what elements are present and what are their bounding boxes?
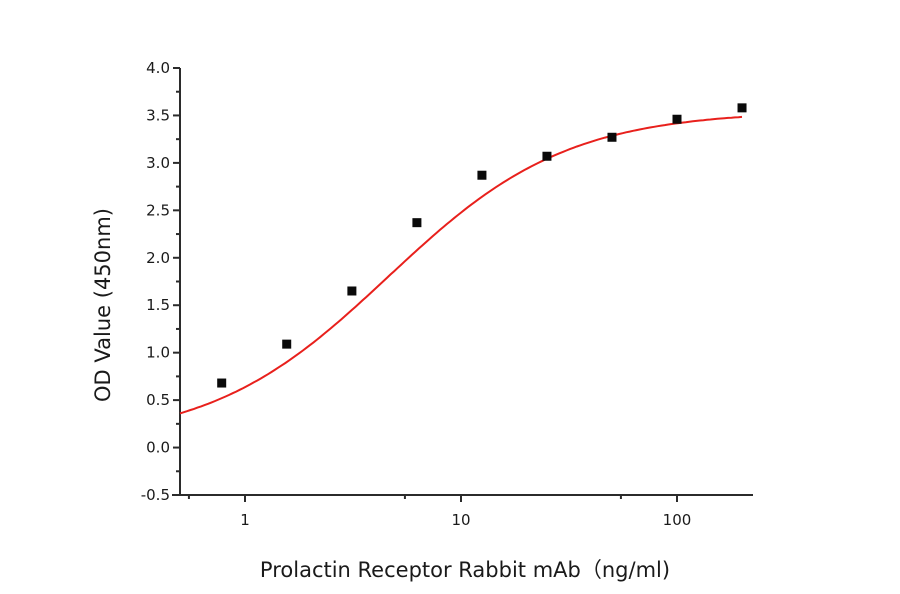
fit-curve [179, 115, 743, 415]
fit-curve-line [179, 115, 743, 415]
x-tick-label: 100 [663, 511, 692, 529]
y-tick-label: 2.0 [146, 249, 170, 267]
y-tick-label: 3.5 [146, 106, 170, 124]
y-tick-label: -0.5 [141, 486, 170, 504]
data-points [217, 103, 747, 388]
data-point-square-marker [217, 378, 227, 388]
axes [172, 68, 753, 496]
y-tick-label: 4.0 [146, 59, 170, 77]
y-tick-label: 3.0 [146, 154, 170, 172]
data-point-square-marker [412, 218, 422, 228]
y-tick-label: 0.5 [146, 391, 170, 409]
data-point-square-marker [347, 286, 357, 296]
y-tick-label: 1.0 [146, 344, 170, 362]
data-point-square-marker [607, 132, 617, 142]
data-point-square-marker [737, 103, 747, 113]
y-tick-label: 2.5 [146, 201, 170, 219]
y-axis-title: OD Value (450nm) [91, 208, 115, 402]
y-tick-label: 0.0 [146, 439, 170, 457]
data-point-square-marker [282, 339, 292, 349]
x-tick-label: 10 [451, 511, 470, 529]
x-axis-title: Prolactin Receptor Rabbit mAb（ng/ml) [260, 558, 670, 582]
data-point-square-marker [542, 151, 552, 161]
x-tick-label: 1 [240, 511, 250, 529]
data-point-square-marker [477, 170, 487, 180]
x-axis-ticks: 1 10 100 [187, 495, 692, 529]
y-axis-ticks: -0.5 0.0 0.5 1.0 1.5 2.0 2.5 3.0 3.5 4.0 [141, 59, 180, 504]
y-tick-label: 1.5 [146, 296, 170, 314]
data-point-square-marker [672, 114, 682, 124]
